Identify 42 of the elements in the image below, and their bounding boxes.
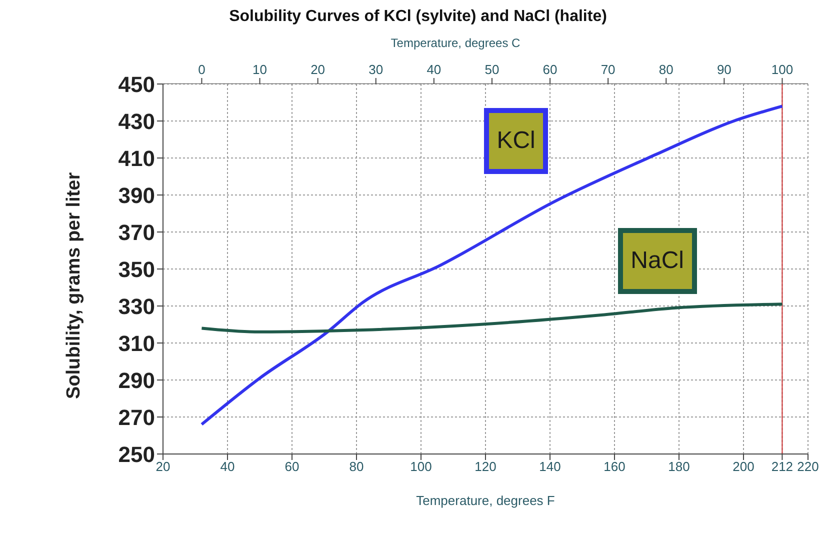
x2-tick-label: 30 <box>368 62 384 77</box>
y-tick-label: 350 <box>118 256 155 282</box>
x2-tick-label: 40 <box>426 62 442 77</box>
x-tick-label: 212 <box>771 459 794 474</box>
y-tick-label: 330 <box>118 294 155 319</box>
y-tick-label: 450 <box>118 72 155 97</box>
x-tick-label: 120 <box>474 459 496 474</box>
y-tick-label: 270 <box>118 404 155 430</box>
y-tick-label: 250 <box>118 442 155 467</box>
line-series <box>200 104 784 426</box>
x2-tick-label: 90 <box>716 62 732 77</box>
y-tick-label: 370 <box>118 220 155 245</box>
x-tick-label: 140 <box>539 459 561 474</box>
line-series <box>200 302 784 334</box>
x-tick-label: 20 <box>156 459 170 474</box>
y-axis-title: Solubility, grams per liter <box>64 172 85 399</box>
y-tick-label: 310 <box>118 330 155 356</box>
x2-tick-label: 80 <box>658 62 674 77</box>
x2-axis-title: Temperature, degrees C <box>390 36 522 50</box>
series-label: NaCl <box>618 228 697 294</box>
x2-tick-label: 100 <box>771 62 794 77</box>
x-tick-label: 220 <box>797 459 819 474</box>
x-tick-label: 200 <box>732 459 754 474</box>
y-tick-label: 430 <box>118 108 155 134</box>
x-tick-label: 180 <box>668 459 690 474</box>
x2-tick-label: 70 <box>600 62 616 77</box>
x2-tick-label: 60 <box>542 62 558 77</box>
x2-tick-label: 10 <box>252 62 268 77</box>
x2-tick-label: 50 <box>484 62 500 77</box>
x-tick-label: 100 <box>410 459 432 474</box>
x-tick-label: 60 <box>284 459 300 474</box>
x-tick-label: 160 <box>604 459 626 474</box>
chart-title: Solubility Curves of KCl (sylvite) and NaCl (halite) <box>228 8 608 27</box>
x2-tick-label: 0 <box>198 62 206 77</box>
x-tick-label: 40 <box>220 459 235 474</box>
y-tick-label: 410 <box>118 146 155 171</box>
x-tick-label: 80 <box>349 459 364 474</box>
y-tick-label: 290 <box>118 368 155 393</box>
x-axis-title: Temperature, degrees F <box>416 493 555 508</box>
y-tick-label: 390 <box>118 182 155 208</box>
x2-tick-label: 20 <box>310 62 326 77</box>
text: KCl <box>484 108 548 174</box>
